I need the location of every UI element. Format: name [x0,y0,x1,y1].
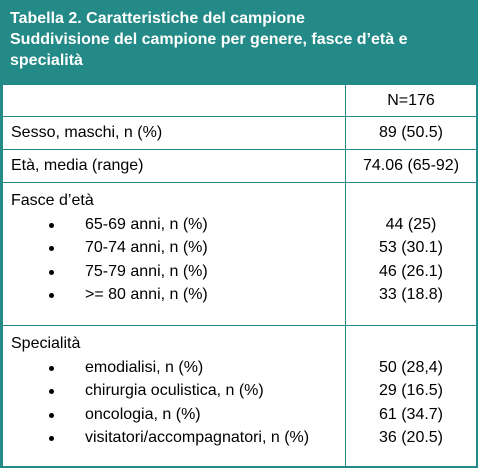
empty-cell [2,84,346,117]
group-values: 44 (25) 53 (30.1) 46 (26.1) 33 (18.8) [345,182,477,326]
subtitle: Suddivisione del campione per genere, fa… [10,31,408,69]
item-value: 50 (28,4) [378,358,444,376]
group-list: 65-69 anni, n (%) 70-74 anni, n (%) 75-7… [11,213,337,307]
item-label: 75-79 anni, n (%) [11,260,337,284]
row-value: 89 (50.5) [345,116,477,150]
item-value: 33 (18.8) [378,286,444,303]
column-header: N=176 [345,84,477,117]
row-value: 74.06 (65-92) [345,149,477,183]
item-label: visitatori/accompagnatori, n (%) [11,426,337,450]
item-label: >= 80 anni, n (%) [11,283,337,307]
item-value: 61 (34.7) [378,405,444,423]
group-label: Fasce d’età [11,192,94,209]
title: Tabella 2. Caratteristiche del campione [10,10,305,27]
group-row: Fasce d’età 65-69 anni, n (%) 70-74 anni… [2,182,477,326]
row: Età, media (range) 74.06 (65-92) [2,149,477,183]
header: Tabella 2. Caratteristiche del campione … [2,2,476,84]
item-label: chirurgia oculistica, n (%) [11,379,337,403]
item-value: 29 (16.5) [378,382,444,399]
group-cell: Fasce d’età 65-69 anni, n (%) 70-74 anni… [2,182,346,326]
item-label: 70-74 anni, n (%) [11,236,337,260]
group-list: emodialisi, n (%) chirurgia oculistica, … [11,356,337,450]
group-values: 50 (28,4) 29 (16.5) 61 (34.7) 36 (20.5) [345,325,477,468]
item-value: 36 (20.5) [378,429,444,446]
group-cell: Specialità emodialisi, n (%) chirurgia o… [2,325,346,468]
item-value: 46 (26.1) [378,262,444,280]
item-value: 53 (30.1) [378,239,444,256]
table: N=176 Sesso, maschi, n (%) 89 (50.5) Età… [2,84,477,468]
item-label: 65-69 anni, n (%) [11,213,337,237]
item-value: 44 (25) [385,215,437,233]
item-label: emodialisi, n (%) [11,356,337,380]
row-label: Sesso, maschi, n (%) [2,116,346,150]
row-label: Età, media (range) [2,149,346,183]
header-row: N=176 [2,84,477,117]
item-label: oncologia, n (%) [11,403,337,427]
group-label: Specialità [11,335,81,352]
row: Sesso, maschi, n (%) 89 (50.5) [2,116,477,150]
group-row: Specialità emodialisi, n (%) chirurgia o… [2,325,477,468]
